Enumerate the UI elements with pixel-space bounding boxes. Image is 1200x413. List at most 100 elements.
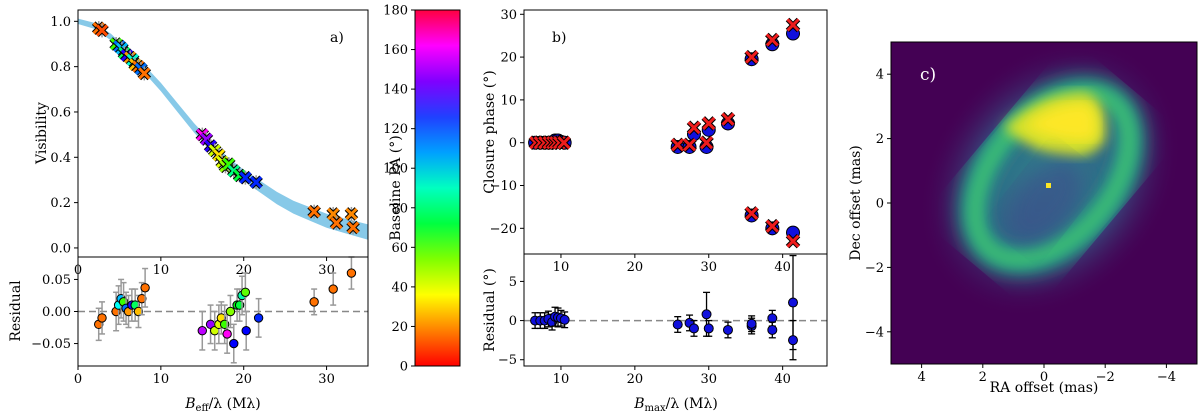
residual-point [137,293,147,304]
closure-phase-residual-point [688,323,699,334]
visibility-residual-points [78,256,368,364]
colorbar-tick-label: 80 [391,201,408,216]
closure-phase-model-point [785,17,801,33]
closure-phase-residual-panel: 10 20 30 40 −5 0 5 Residual (°) Bmax/λ (Mλ) [482,253,828,413]
model-band [78,18,368,240]
closure-phase-model-point [785,233,801,249]
closure-phase-model-point [744,206,759,221]
visibility-residual-y-ticks: −0.05 0.00 0.05 [31,273,78,352]
y-tick-label: 0.6 [50,105,71,120]
x-tick-label: 0 [1040,370,1048,385]
closure-phase-points [528,17,801,249]
closure-phase-residual-point [746,318,757,329]
closure-phase-residual-point [703,323,714,334]
y-tick-label: 0 [509,314,517,329]
residual-point [253,313,264,323]
colorbar: 0 20 40 60 80 100 120 140 160 180 Baseline PA (°) [383,4,461,375]
visibility-point [249,175,263,189]
y-tick-label: −0.05 [31,337,71,352]
x-tick-label: 2 [979,370,987,385]
residual-point [240,287,251,297]
closure-phase-panel: 10 20 30 40 −20 −10 0 10 20 30 b) Closure phase … [482,8,828,275]
closure-phase-model-point [701,116,717,131]
model-image-panel: 4 2 0 −2 −4 −4 −2 0 2 4 c) RA offset (mas) Dec o… [848,41,1198,396]
colorbar-tick-label: 40 [391,280,408,295]
closure-phase-model-point [682,137,697,153]
y-tick-label: −20 [490,222,517,237]
closure-phase-model-point [556,135,572,150]
visibility-point [307,204,321,219]
x-tick-label: 10 [553,372,570,387]
y-tick-label: 0.0 [50,241,71,256]
colorbar-gradient [414,9,461,367]
colorbar-tick-label: 180 [383,4,408,19]
closure-phase-residual-point [767,324,778,335]
closure-phase-residual-y-label: Residual (°) [482,268,498,352]
y-tick-label: 30 [500,8,517,23]
residual-point [97,313,107,323]
residual-point [225,306,236,317]
y-tick-label: −4 [865,325,884,340]
y-tick-label: −2 [865,261,884,276]
closure-phase-y-ticks: −20 −10 0 10 20 30 [490,8,524,237]
visibility-point [329,216,344,230]
visibility-point [95,23,109,38]
panel-label-c: c) [920,65,936,85]
visibility-residual-x-ticks: 0 10 20 30 [74,366,335,387]
y-tick-label: 0.4 [50,151,71,166]
closure-phase-model-point [720,111,736,127]
x-tick-label: 20 [235,372,252,387]
y-tick-label: −5 [498,353,517,368]
residual-point [222,329,232,339]
visibility-x-ticks: 0 10 20 30 [74,257,335,278]
residual-point [140,283,150,293]
visibility-point [344,207,359,221]
visibility-point [346,220,360,235]
visibility-residual-y-label: Residual [8,280,24,342]
x-tick-label: 10 [553,260,570,275]
closure-phase-residual-x-ticks: 10 20 30 40 [553,366,791,387]
colorbar-tick-label: 100 [383,162,408,177]
y-tick-label: 0.05 [42,273,71,288]
visibility-points [91,21,360,235]
residual-point [133,306,144,317]
closure-phase-residual-point [788,297,799,308]
model-image-y-label: Dec offset (mas) [848,145,864,260]
closure-phase-x-ticks: 10 20 30 40 [553,254,791,275]
closure-phase-y-label: Closure phase (°) [482,70,498,193]
closure-phase-model-point [765,218,780,234]
x-tick-label: 40 [774,260,791,275]
model-image-y-ticks: −4 −2 0 2 4 [865,68,891,340]
closure-phase-model-point [670,137,685,153]
y-tick-label: 0 [509,136,517,151]
y-tick-label: 4 [876,68,884,83]
colorbar-tick-label: 20 [391,320,408,335]
closure-phase-residual-axes-frame [523,253,828,367]
closure-phase-x-label: Bmax/λ (Mλ) [633,396,718,413]
y-tick-label: 2 [876,132,884,147]
panel-label-a: a) [330,30,344,46]
x-tick-label: 30 [318,372,335,387]
x-tick-label: 20 [627,260,644,275]
closure-phase-residual-point [672,319,683,330]
residual-point [346,268,357,278]
visibility-y-ticks: 0.0 0.2 0.4 0.6 0.8 1.0 [50,15,78,256]
x-tick-label: 40 [774,372,791,387]
colorbar-label: Baseline PA (°) [388,135,404,240]
colorbar-tick-label: 60 [391,241,408,256]
closure-phase-model-point [699,135,714,150]
closure-phase-model-point [765,32,780,48]
x-tick-label: 30 [700,260,717,275]
x-tick-label: 10 [153,372,170,387]
x-tick-label: 4 [917,370,925,385]
model-image [891,42,1197,364]
closure-phase-residual-point [701,309,712,320]
visibility-x-label: Beff/λ (Mλ) [184,396,261,413]
visibility-panel: 0 10 20 30 0.00.20.40.60.81.0 a) Visibility [34,9,369,278]
model-image-x-ticks: 4 2 0 −2 −4 [917,364,1176,385]
x-tick-label: 30 [700,372,717,387]
visibility-y-label: Visibility [34,102,50,165]
model-image-x-label: RA offset (mas) [990,380,1099,396]
y-tick-label: 5 [509,275,517,290]
